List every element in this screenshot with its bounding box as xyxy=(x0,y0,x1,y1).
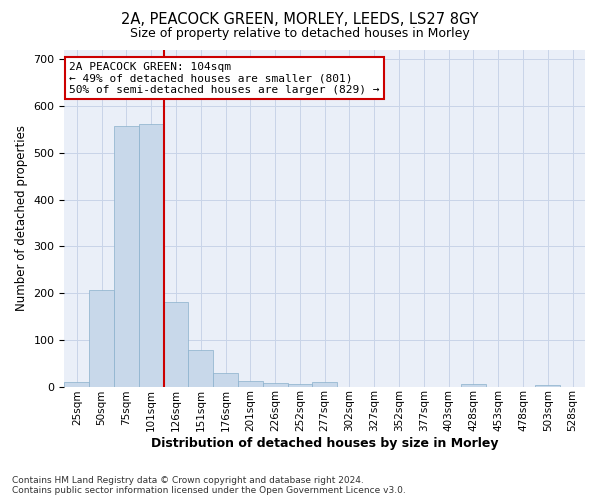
Bar xyxy=(139,124,164,386)
Bar xyxy=(461,384,486,386)
Bar xyxy=(238,381,263,386)
Bar xyxy=(64,382,89,386)
Bar xyxy=(188,350,213,387)
Bar xyxy=(213,372,238,386)
Bar xyxy=(164,302,188,386)
Bar xyxy=(313,382,337,386)
Text: 2A, PEACOCK GREEN, MORLEY, LEEDS, LS27 8GY: 2A, PEACOCK GREEN, MORLEY, LEEDS, LS27 8… xyxy=(121,12,479,28)
Bar xyxy=(263,384,287,386)
Text: 2A PEACOCK GREEN: 104sqm
← 49% of detached houses are smaller (801)
50% of semi-: 2A PEACOCK GREEN: 104sqm ← 49% of detach… xyxy=(70,62,380,95)
Bar xyxy=(89,290,114,386)
Bar xyxy=(535,385,560,386)
Bar xyxy=(287,384,313,386)
X-axis label: Distribution of detached houses by size in Morley: Distribution of detached houses by size … xyxy=(151,437,499,450)
Text: Contains HM Land Registry data © Crown copyright and database right 2024.
Contai: Contains HM Land Registry data © Crown c… xyxy=(12,476,406,495)
Text: Size of property relative to detached houses in Morley: Size of property relative to detached ho… xyxy=(130,28,470,40)
Bar xyxy=(114,126,139,386)
Y-axis label: Number of detached properties: Number of detached properties xyxy=(15,126,28,312)
